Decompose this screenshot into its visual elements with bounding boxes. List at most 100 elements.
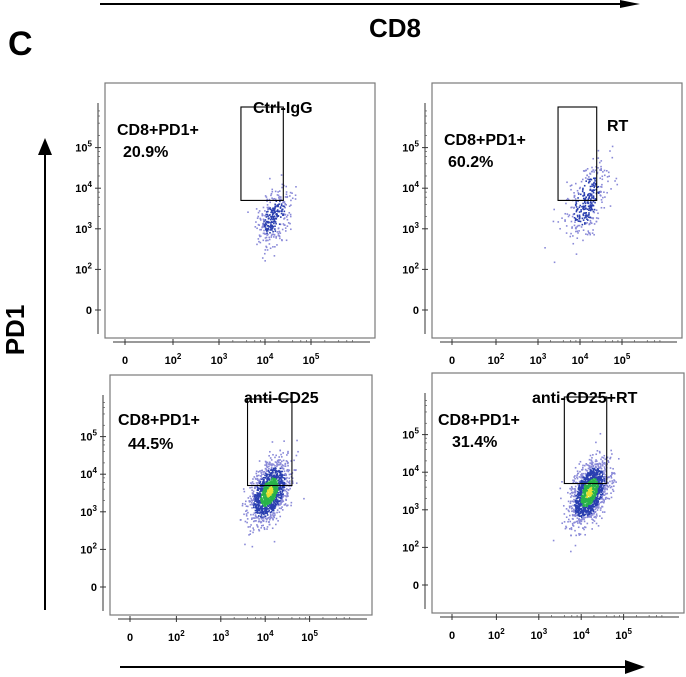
event-dot xyxy=(280,174,283,176)
event-dot xyxy=(255,221,257,223)
event-dot xyxy=(591,190,594,193)
event-dot xyxy=(598,504,600,506)
event-dot xyxy=(583,508,585,511)
y-tick-label: 102 xyxy=(80,541,97,556)
event-dot xyxy=(601,464,604,467)
event-dot xyxy=(584,486,587,489)
event-dot xyxy=(280,212,283,215)
event-dot xyxy=(254,517,256,519)
event-dot xyxy=(570,220,573,223)
event-dot xyxy=(574,490,577,493)
event-dot xyxy=(262,512,265,514)
event-dot xyxy=(256,227,258,230)
event-dot xyxy=(602,501,605,504)
event-dot xyxy=(571,487,574,490)
event-dot xyxy=(269,506,272,508)
event-dot xyxy=(596,477,599,480)
event-dot xyxy=(282,214,285,216)
event-dot xyxy=(594,463,597,466)
event-dot xyxy=(611,480,613,482)
event-dot xyxy=(242,488,245,490)
event-dot xyxy=(590,481,592,483)
event-dot xyxy=(274,198,277,201)
event-dot xyxy=(252,504,255,506)
event-dot xyxy=(256,510,259,512)
event-dot xyxy=(584,516,587,519)
event-dot xyxy=(265,196,268,198)
event-dot xyxy=(255,496,258,498)
event-dot xyxy=(590,470,593,473)
event-dot xyxy=(244,520,247,523)
event-dot xyxy=(260,527,263,529)
event-dot xyxy=(269,208,272,211)
event-dot xyxy=(262,507,265,510)
event-dot xyxy=(278,500,281,503)
event-dot xyxy=(594,472,596,474)
event-dot xyxy=(578,206,581,209)
event-dot xyxy=(588,484,590,486)
event-dot xyxy=(603,466,606,468)
event-dot xyxy=(592,189,595,191)
event-dot xyxy=(592,217,595,219)
event-dot xyxy=(609,456,612,459)
event-dot xyxy=(265,511,267,514)
x-tick-label: 103 xyxy=(530,352,547,367)
gate-percent: 31.4% xyxy=(452,434,497,451)
event-dot xyxy=(591,166,593,169)
event-dot xyxy=(280,493,282,495)
event-dot xyxy=(279,232,282,234)
event-dot xyxy=(591,480,594,483)
event-dot xyxy=(288,485,290,487)
event-dot xyxy=(258,500,261,502)
event-dot xyxy=(592,490,595,493)
event-dot xyxy=(598,488,601,490)
event-dot xyxy=(268,461,271,464)
event-dot xyxy=(583,212,585,214)
event-dot xyxy=(583,194,586,197)
event-dot xyxy=(264,506,267,508)
event-dot xyxy=(243,513,245,516)
event-dot xyxy=(590,486,593,489)
event-dot xyxy=(275,200,278,202)
event-dot xyxy=(605,464,607,467)
event-dot xyxy=(591,232,594,234)
event-dot xyxy=(250,524,252,526)
event-dot xyxy=(246,509,248,512)
event-dot xyxy=(277,503,279,505)
event-dot xyxy=(273,220,275,223)
event-dot xyxy=(581,479,583,482)
event-dot xyxy=(611,473,613,476)
event-dot xyxy=(584,526,587,529)
event-dot xyxy=(261,519,264,522)
event-dot xyxy=(588,505,590,507)
event-dot xyxy=(274,472,277,474)
event-dot xyxy=(258,495,261,497)
event-dot xyxy=(580,500,583,503)
event-dot xyxy=(261,488,264,490)
event-dots xyxy=(544,145,619,264)
event-dot xyxy=(275,470,278,472)
event-dot xyxy=(578,532,580,535)
event-dot xyxy=(595,522,598,525)
event-dot xyxy=(271,464,273,467)
event-dot xyxy=(263,495,265,498)
event-dot xyxy=(594,183,597,186)
event-dot xyxy=(596,472,598,475)
event-dot xyxy=(294,198,297,200)
event-dot xyxy=(565,202,567,205)
event-dot xyxy=(594,198,597,201)
event-dot xyxy=(609,205,612,207)
event-dot xyxy=(267,485,270,488)
event-dot xyxy=(587,489,589,491)
event-dot xyxy=(282,500,285,503)
event-dot xyxy=(256,475,258,478)
event-dot xyxy=(592,195,595,197)
event-dot xyxy=(574,488,576,490)
event-dot xyxy=(249,503,252,506)
event-dot xyxy=(567,215,570,218)
event-dot xyxy=(587,504,589,507)
event-dot xyxy=(594,460,597,463)
event-dot xyxy=(593,477,596,480)
event-dot xyxy=(249,525,251,528)
x-tick-label: 0 xyxy=(127,632,133,644)
